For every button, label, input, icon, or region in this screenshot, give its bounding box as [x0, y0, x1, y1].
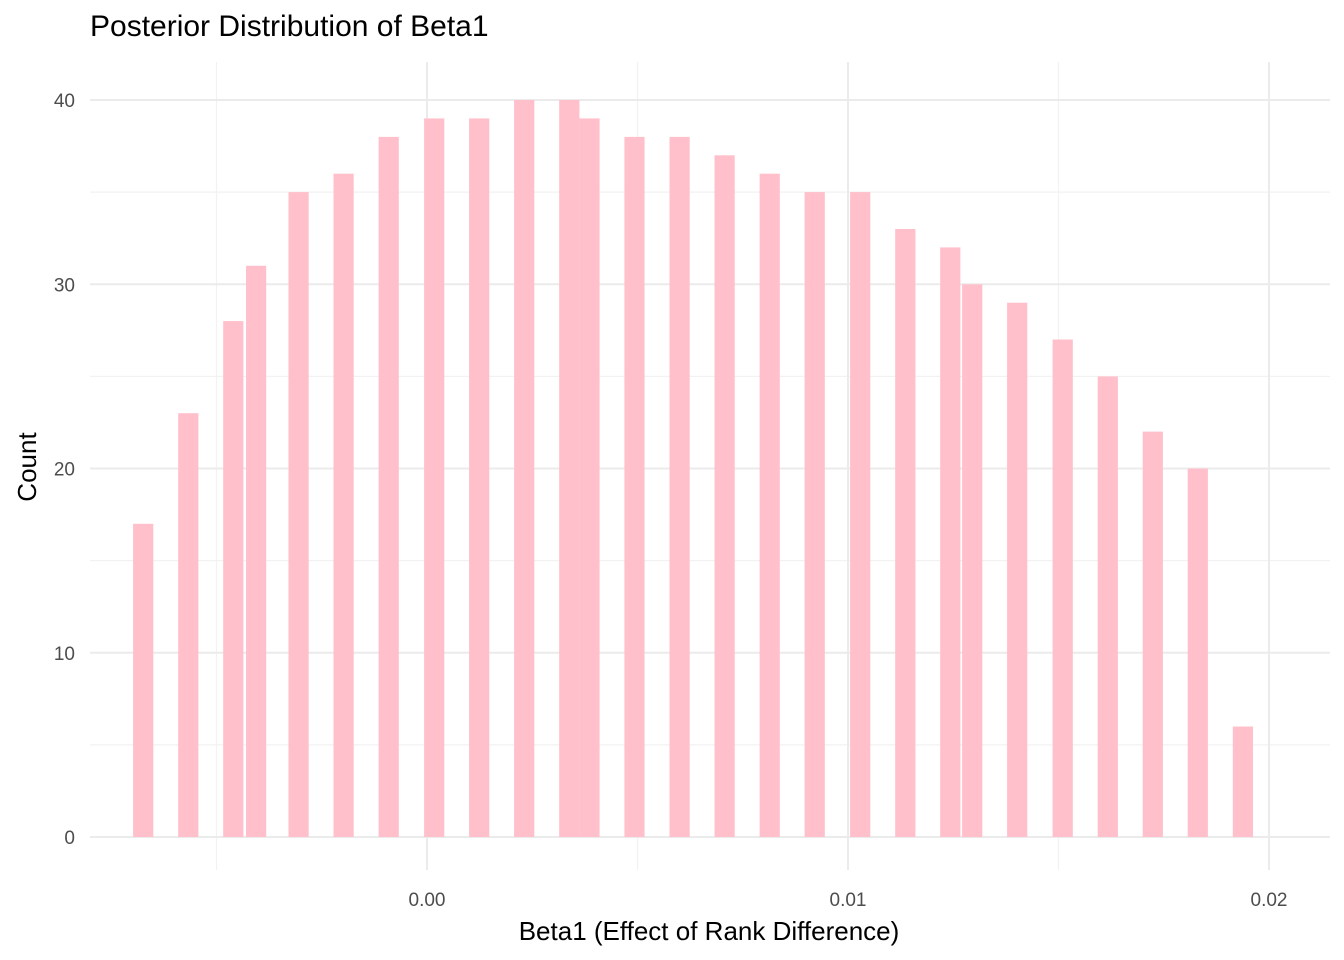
histogram-bar — [333, 173, 354, 837]
histogram-bar — [178, 413, 199, 837]
histogram-bar — [1142, 431, 1163, 837]
x-tick-label: 0.02 — [1251, 890, 1288, 911]
y-tick-label: 30 — [54, 275, 75, 296]
y-tick-label: 20 — [54, 460, 75, 481]
histogram-bar — [1007, 302, 1028, 837]
histogram-bar — [378, 136, 399, 837]
histogram-bar — [223, 321, 244, 838]
histogram-bar — [804, 192, 825, 838]
y-tick-label: 40 — [54, 91, 75, 112]
histogram-bar — [850, 192, 871, 838]
histogram-bar — [1232, 726, 1253, 837]
histogram-bar — [940, 247, 961, 837]
histogram-bar — [895, 229, 916, 837]
histogram-bar — [133, 523, 154, 837]
histogram-bar — [714, 155, 735, 838]
histogram-bar — [624, 136, 645, 837]
x-tick-label: 0.00 — [409, 890, 446, 911]
histogram-bar — [246, 265, 267, 837]
histogram-bar — [469, 118, 490, 837]
histogram-bar — [559, 100, 580, 837]
y-axis-title: Count — [12, 432, 42, 502]
bars — [133, 100, 1253, 838]
histogram-bar — [1097, 376, 1118, 837]
histogram-bar — [1052, 339, 1073, 837]
histogram-bar — [669, 136, 690, 837]
x-axis-title: Beta1 (Effect of Rank Difference) — [519, 916, 900, 946]
chart-title: Posterior Distribution of Beta1 — [90, 10, 489, 43]
x-tick-label: 0.01 — [830, 890, 867, 911]
histogram-bar — [1187, 468, 1208, 837]
histogram-bar — [759, 173, 780, 837]
histogram-bar — [288, 192, 309, 838]
histogram-bar — [424, 118, 445, 837]
histogram-bar — [579, 118, 600, 837]
histogram-bar — [514, 100, 535, 837]
y-axis-tick-labels: 0 10 20 30 40 — [54, 91, 75, 849]
histogram-bar — [962, 284, 983, 838]
y-tick-label: 10 — [54, 644, 75, 665]
x-axis-tick-labels: 0.00 0.01 0.02 — [409, 890, 1288, 911]
y-tick-label: 0 — [64, 828, 75, 849]
